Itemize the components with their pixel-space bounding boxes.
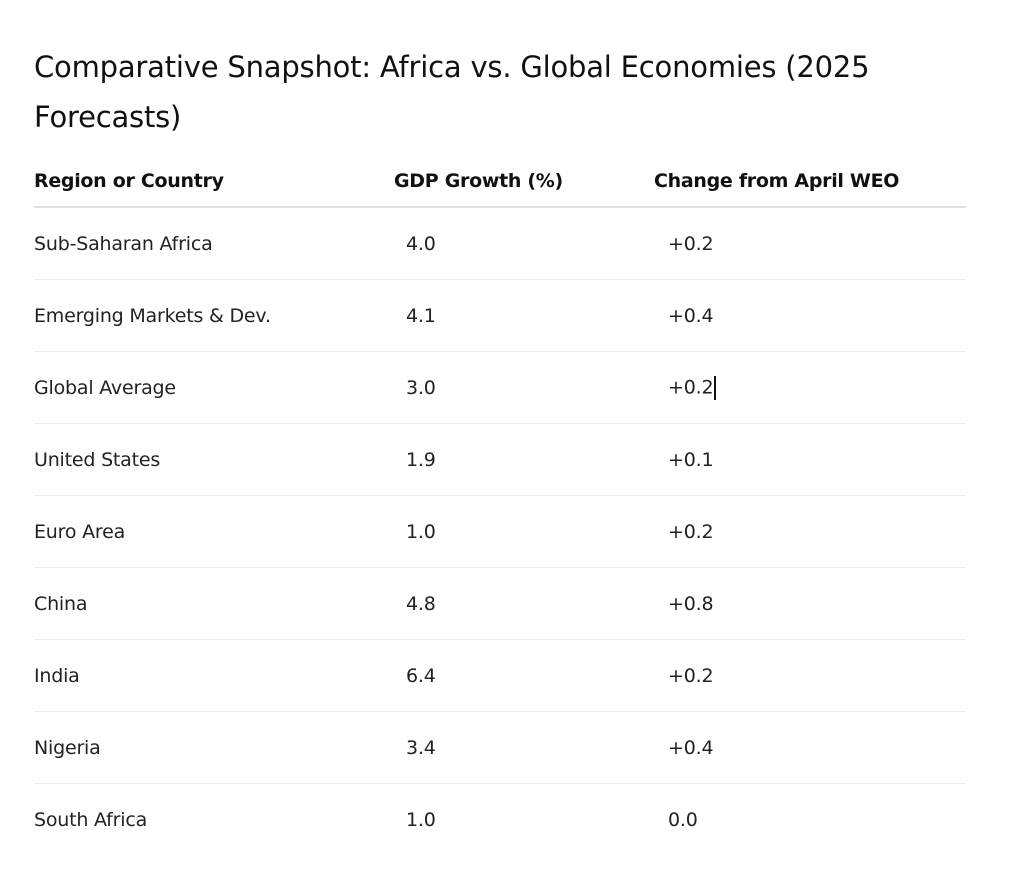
cell-change: +0.4	[654, 711, 966, 784]
cell-region: China	[34, 567, 394, 640]
table-row: Global Average 3.0 +0.2	[34, 351, 966, 424]
page-title: Comparative Snapshot: Africa vs. Global …	[34, 50, 870, 134]
forecast-table: Region or Country GDP Growth (%) Change …	[34, 155, 966, 855]
cell-gdp-growth: 3.0	[394, 351, 654, 424]
cell-gdp-growth: 4.8	[394, 567, 654, 640]
header-region: Region or Country	[34, 155, 394, 208]
cell-gdp-growth: 4.1	[394, 279, 654, 352]
cell-change: +0.1	[654, 423, 966, 496]
header-gdp-growth: GDP Growth (%)	[394, 155, 654, 208]
cell-gdp-growth: 1.0	[406, 808, 436, 831]
cell-change-text: +0.2	[668, 376, 714, 398]
text-cursor	[714, 375, 716, 400]
cell-change: 0.0	[668, 808, 698, 831]
table-row: Nigeria 3.4 +0.4	[34, 711, 966, 784]
table-row: Emerging Markets & Dev. 4.1 +0.4	[34, 279, 966, 352]
cell-region: Global Average	[34, 351, 394, 424]
table-row: India 6.4 +0.2	[34, 639, 966, 712]
cell-change: +0.2	[654, 495, 966, 568]
cell-change: +0.2	[654, 207, 966, 280]
header-change: Change from April WEO	[654, 155, 966, 208]
table-row: China 4.8 +0.8	[34, 567, 966, 640]
cell-change: +0.8	[654, 567, 966, 640]
table-header-row: Region or Country GDP Growth (%) Change …	[34, 155, 966, 208]
table-row: South Africa 1.0 0.0	[34, 784, 966, 856]
cell-change-editable[interactable]: +0.2	[654, 351, 966, 424]
cell-change: +0.4	[654, 279, 966, 352]
cell-region: South Africa	[34, 808, 148, 831]
cell-gdp-growth: 1.9	[394, 423, 654, 496]
cell-region: Euro Area	[34, 495, 394, 568]
cell-region: Nigeria	[34, 711, 394, 784]
table-row: United States 1.9 +0.1	[34, 423, 966, 496]
cell-region: Sub-Saharan Africa	[34, 207, 394, 280]
cell-gdp-growth: 1.0	[394, 495, 654, 568]
table-row: Sub-Saharan Africa 4.0 +0.2	[34, 207, 966, 280]
cell-gdp-growth: 6.4	[394, 639, 654, 712]
cell-change: +0.2	[654, 639, 966, 712]
cell-region: Emerging Markets & Dev.	[34, 279, 394, 352]
table-row: Euro Area 1.0 +0.2	[34, 495, 966, 568]
cell-region: India	[34, 639, 394, 712]
cell-region: United States	[34, 423, 394, 496]
cell-gdp-growth: 3.4	[394, 711, 654, 784]
cell-gdp-growth: 4.0	[394, 207, 654, 280]
